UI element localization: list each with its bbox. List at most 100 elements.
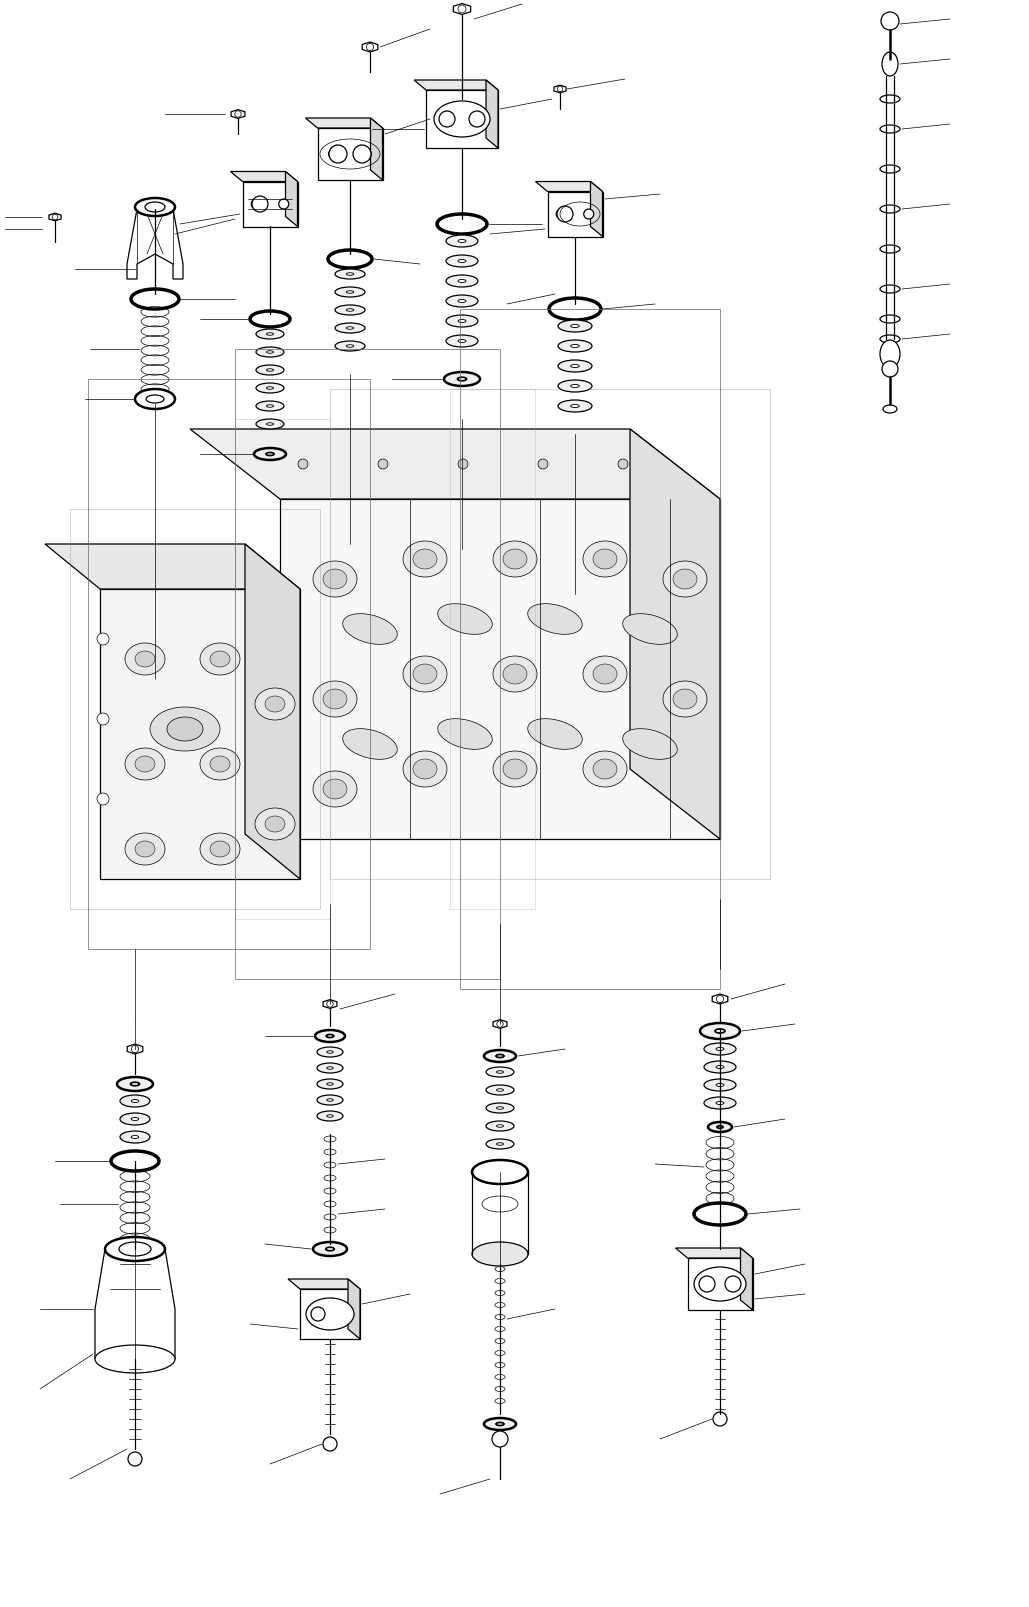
Polygon shape [285, 172, 297, 227]
Polygon shape [554, 87, 566, 93]
Bar [243, 182, 297, 227]
Circle shape [583, 211, 594, 220]
Ellipse shape [200, 749, 240, 781]
Ellipse shape [882, 53, 898, 77]
Ellipse shape [324, 1162, 336, 1168]
Ellipse shape [458, 341, 466, 344]
Ellipse shape [694, 1268, 746, 1302]
Ellipse shape [880, 317, 900, 323]
Ellipse shape [497, 1107, 503, 1109]
Circle shape [497, 1020, 503, 1027]
Ellipse shape [150, 707, 220, 752]
Ellipse shape [593, 550, 617, 569]
Ellipse shape [593, 760, 617, 779]
Polygon shape [288, 1279, 360, 1289]
Ellipse shape [119, 1242, 151, 1257]
Ellipse shape [327, 1051, 333, 1054]
Ellipse shape [146, 395, 164, 403]
Polygon shape [348, 1279, 360, 1339]
Circle shape [97, 633, 109, 646]
Circle shape [52, 215, 58, 220]
Ellipse shape [503, 665, 527, 685]
Bar [687, 1258, 752, 1310]
Ellipse shape [105, 1237, 165, 1261]
Polygon shape [741, 1249, 752, 1310]
Ellipse shape [583, 657, 627, 693]
Circle shape [557, 207, 573, 223]
Ellipse shape [558, 362, 592, 373]
Ellipse shape [125, 643, 165, 675]
Ellipse shape [413, 665, 437, 685]
Ellipse shape [324, 1215, 336, 1220]
Circle shape [298, 460, 308, 469]
Ellipse shape [255, 808, 295, 840]
Circle shape [361, 149, 371, 161]
Ellipse shape [704, 1080, 736, 1091]
Ellipse shape [328, 251, 372, 268]
Ellipse shape [880, 166, 900, 174]
Circle shape [881, 13, 899, 31]
Ellipse shape [317, 1096, 343, 1106]
Ellipse shape [495, 1339, 505, 1343]
Ellipse shape [495, 1266, 505, 1271]
Ellipse shape [716, 1048, 724, 1051]
Ellipse shape [335, 305, 365, 317]
Ellipse shape [343, 730, 397, 760]
Circle shape [458, 6, 466, 14]
Ellipse shape [132, 1099, 139, 1102]
Ellipse shape [326, 1247, 334, 1250]
Ellipse shape [256, 347, 284, 358]
Ellipse shape [495, 1350, 505, 1356]
Ellipse shape [497, 1125, 503, 1128]
Bar [450, 391, 535, 910]
Ellipse shape [883, 405, 897, 413]
Ellipse shape [571, 325, 579, 328]
Ellipse shape [700, 1024, 740, 1040]
Ellipse shape [324, 1228, 336, 1233]
Ellipse shape [623, 730, 677, 760]
Ellipse shape [458, 241, 466, 243]
Circle shape [97, 714, 109, 725]
Circle shape [310, 1310, 320, 1319]
Ellipse shape [335, 288, 365, 297]
Ellipse shape [880, 125, 900, 133]
Ellipse shape [493, 542, 537, 577]
Ellipse shape [120, 1096, 150, 1107]
Ellipse shape [704, 1043, 736, 1056]
Ellipse shape [484, 1417, 516, 1430]
Ellipse shape [120, 1114, 150, 1125]
Polygon shape [712, 995, 728, 1004]
Ellipse shape [663, 562, 707, 598]
Ellipse shape [497, 1143, 503, 1146]
Ellipse shape [583, 752, 627, 787]
Ellipse shape [117, 1077, 153, 1091]
Ellipse shape [267, 352, 274, 354]
Ellipse shape [313, 681, 357, 718]
Circle shape [311, 1306, 325, 1321]
Ellipse shape [413, 760, 437, 779]
Ellipse shape [317, 1064, 343, 1073]
Ellipse shape [150, 397, 159, 402]
Ellipse shape [716, 1102, 724, 1106]
Ellipse shape [558, 321, 592, 333]
Ellipse shape [437, 720, 492, 750]
Circle shape [97, 794, 109, 805]
Ellipse shape [493, 752, 537, 787]
Ellipse shape [495, 1374, 505, 1380]
Ellipse shape [256, 419, 284, 429]
Bar [318, 129, 383, 182]
Ellipse shape [571, 365, 579, 368]
Polygon shape [370, 119, 383, 182]
Ellipse shape [413, 550, 437, 569]
Ellipse shape [446, 236, 478, 247]
Polygon shape [323, 1000, 336, 1009]
Ellipse shape [880, 286, 900, 294]
Polygon shape [127, 211, 183, 280]
Ellipse shape [437, 215, 487, 235]
Ellipse shape [663, 681, 707, 718]
Ellipse shape [549, 299, 601, 321]
Ellipse shape [708, 1122, 732, 1133]
Ellipse shape [880, 246, 900, 254]
Ellipse shape [497, 1090, 503, 1091]
Ellipse shape [458, 301, 466, 304]
